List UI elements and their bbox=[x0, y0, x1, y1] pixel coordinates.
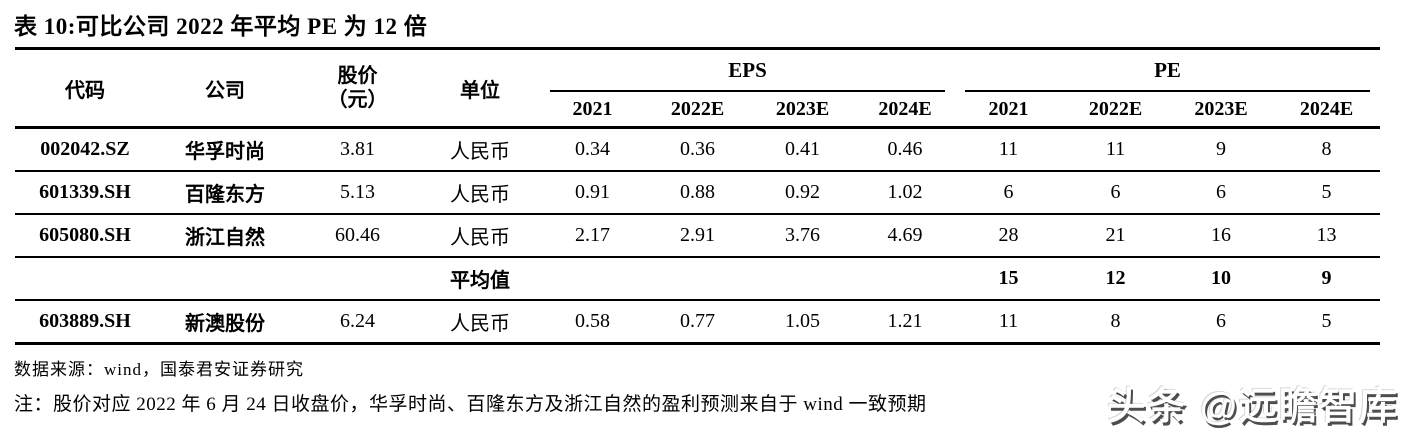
pe-average-cell: 10 bbox=[1169, 257, 1274, 301]
price-header-line2: （元） bbox=[327, 89, 388, 111]
col-header-price: 股价 （元） bbox=[295, 48, 420, 129]
pe-cell: 8 bbox=[1062, 300, 1170, 345]
eps-year-header: 2021 bbox=[540, 92, 645, 129]
eps-cell: 3.76 bbox=[750, 214, 855, 258]
pe-cell: 6 bbox=[1169, 171, 1274, 215]
table-row: 603889.SH 新澳股份 6.24 人民币 0.58 0.77 1.05 1… bbox=[15, 300, 1381, 345]
pe-cell: 28 bbox=[955, 214, 1063, 258]
col-group-pe: PE bbox=[955, 49, 1380, 92]
pe-average-cell: 12 bbox=[1062, 257, 1170, 301]
empty-cell bbox=[155, 257, 295, 301]
pe-cell: 6 bbox=[1062, 171, 1170, 215]
pe-cell: 21 bbox=[1062, 214, 1170, 258]
empty-cell bbox=[750, 257, 855, 301]
price-header-line1: 股价 bbox=[337, 65, 378, 87]
unit-cell: 人民币 bbox=[420, 300, 540, 345]
eps-cell: 2.91 bbox=[645, 214, 750, 258]
pe-cell: 11 bbox=[955, 300, 1063, 345]
average-label-cell: 平均值 bbox=[420, 257, 540, 301]
unit-cell: 人民币 bbox=[420, 127, 540, 172]
empty-cell bbox=[15, 257, 155, 301]
header-year-row: 2021 2022E 2023E 2024E 2021 2022E 2023E … bbox=[15, 92, 1381, 129]
pe-year-header: 2021 bbox=[955, 92, 1063, 129]
table-title: 表 10:可比公司 2022 年平均 PE 为 12 倍 bbox=[14, 14, 428, 39]
report-page: 表 10:可比公司 2022 年平均 PE 为 12 倍 代码 公司 股价 （元… bbox=[0, 7, 1407, 434]
table-row: 601339.SH 百隆东方 5.13 人民币 0.91 0.88 0.92 1… bbox=[15, 171, 1381, 215]
comparable-companies-table: 代码 公司 股价 （元） 单位 EPS PE 2021 2022E 2023E … bbox=[15, 47, 1381, 345]
eps-group-label: EPS bbox=[550, 50, 946, 92]
data-source-line: 数据来源：wind，国泰君安证券研究 bbox=[14, 360, 304, 379]
eps-cell: 1.21 bbox=[855, 300, 956, 345]
average-row: 平均值 15 12 10 9 bbox=[15, 257, 1381, 301]
pe-year-header: 2024E bbox=[1273, 92, 1381, 129]
pe-group-label: PE bbox=[965, 50, 1371, 92]
price-cell: 5.13 bbox=[295, 171, 420, 215]
col-header-code: 代码 bbox=[15, 48, 155, 129]
pe-cell: 5 bbox=[1273, 300, 1381, 345]
unit-cell: 人民币 bbox=[420, 214, 540, 258]
pe-year-header: 2023E bbox=[1169, 92, 1274, 129]
footnote-line: 注：股价对应 2022 年 6 月 24 日收盘价，华孚时尚、百隆东方及浙江自然… bbox=[14, 394, 927, 415]
table-row: 002042.SZ 华孚时尚 3.81 人民币 0.34 0.36 0.41 0… bbox=[15, 127, 1381, 172]
price-cell: 3.81 bbox=[295, 127, 420, 172]
eps-cell: 0.46 bbox=[855, 127, 956, 172]
table-row: 605080.SH 浙江自然 60.46 人民币 2.17 2.91 3.76 … bbox=[15, 214, 1381, 258]
stock-code-cell: 603889.SH bbox=[15, 300, 155, 345]
col-header-unit: 单位 bbox=[420, 48, 540, 129]
company-cell: 浙江自然 bbox=[155, 214, 295, 258]
pe-cell: 8 bbox=[1273, 127, 1381, 172]
eps-cell: 0.88 bbox=[645, 171, 750, 215]
eps-cell: 1.02 bbox=[855, 171, 956, 215]
watermark-text: 头条 @远瞻智库 bbox=[1107, 386, 1399, 428]
pe-cell: 6 bbox=[1169, 300, 1274, 345]
stock-code-cell: 002042.SZ bbox=[15, 127, 155, 172]
eps-cell: 2.17 bbox=[540, 214, 645, 258]
eps-cell: 0.92 bbox=[750, 171, 855, 215]
pe-cell: 16 bbox=[1169, 214, 1274, 258]
pe-cell: 13 bbox=[1273, 214, 1381, 258]
eps-cell: 0.36 bbox=[645, 127, 750, 172]
empty-cell bbox=[540, 257, 645, 301]
stock-code-cell: 605080.SH bbox=[15, 214, 155, 258]
header-group-row: 代码 公司 股价 （元） 单位 EPS PE bbox=[15, 48, 1380, 129]
eps-cell: 0.41 bbox=[750, 127, 855, 172]
pe-average-cell: 15 bbox=[955, 257, 1063, 301]
eps-cell: 0.58 bbox=[540, 300, 645, 345]
eps-year-header: 2024E bbox=[855, 92, 956, 129]
stock-code-cell: 601339.SH bbox=[15, 171, 155, 215]
eps-year-header: 2023E bbox=[750, 92, 855, 129]
eps-cell: 0.34 bbox=[540, 127, 645, 172]
col-header-company: 公司 bbox=[155, 48, 295, 129]
empty-cell bbox=[645, 257, 750, 301]
eps-cell: 1.05 bbox=[750, 300, 855, 345]
eps-cell: 0.91 bbox=[540, 171, 645, 215]
empty-cell bbox=[295, 257, 420, 301]
eps-cell: 0.77 bbox=[645, 300, 750, 345]
company-cell: 华孚时尚 bbox=[155, 127, 295, 172]
price-cell: 60.46 bbox=[295, 214, 420, 258]
pe-cell: 11 bbox=[955, 127, 1063, 172]
empty-cell bbox=[855, 257, 956, 301]
eps-year-header: 2022E bbox=[645, 92, 750, 129]
eps-cell: 4.69 bbox=[855, 214, 956, 258]
pe-cell: 11 bbox=[1062, 127, 1170, 172]
pe-year-header: 2022E bbox=[1062, 92, 1170, 129]
unit-cell: 人民币 bbox=[420, 171, 540, 215]
pe-cell: 9 bbox=[1169, 127, 1274, 172]
company-cell: 新澳股份 bbox=[155, 300, 295, 345]
col-group-eps: EPS bbox=[540, 49, 955, 92]
price-cell: 6.24 bbox=[295, 300, 420, 345]
pe-cell: 5 bbox=[1273, 171, 1381, 215]
pe-average-cell: 9 bbox=[1273, 257, 1381, 301]
company-cell: 百隆东方 bbox=[155, 171, 295, 215]
pe-cell: 6 bbox=[955, 171, 1063, 215]
